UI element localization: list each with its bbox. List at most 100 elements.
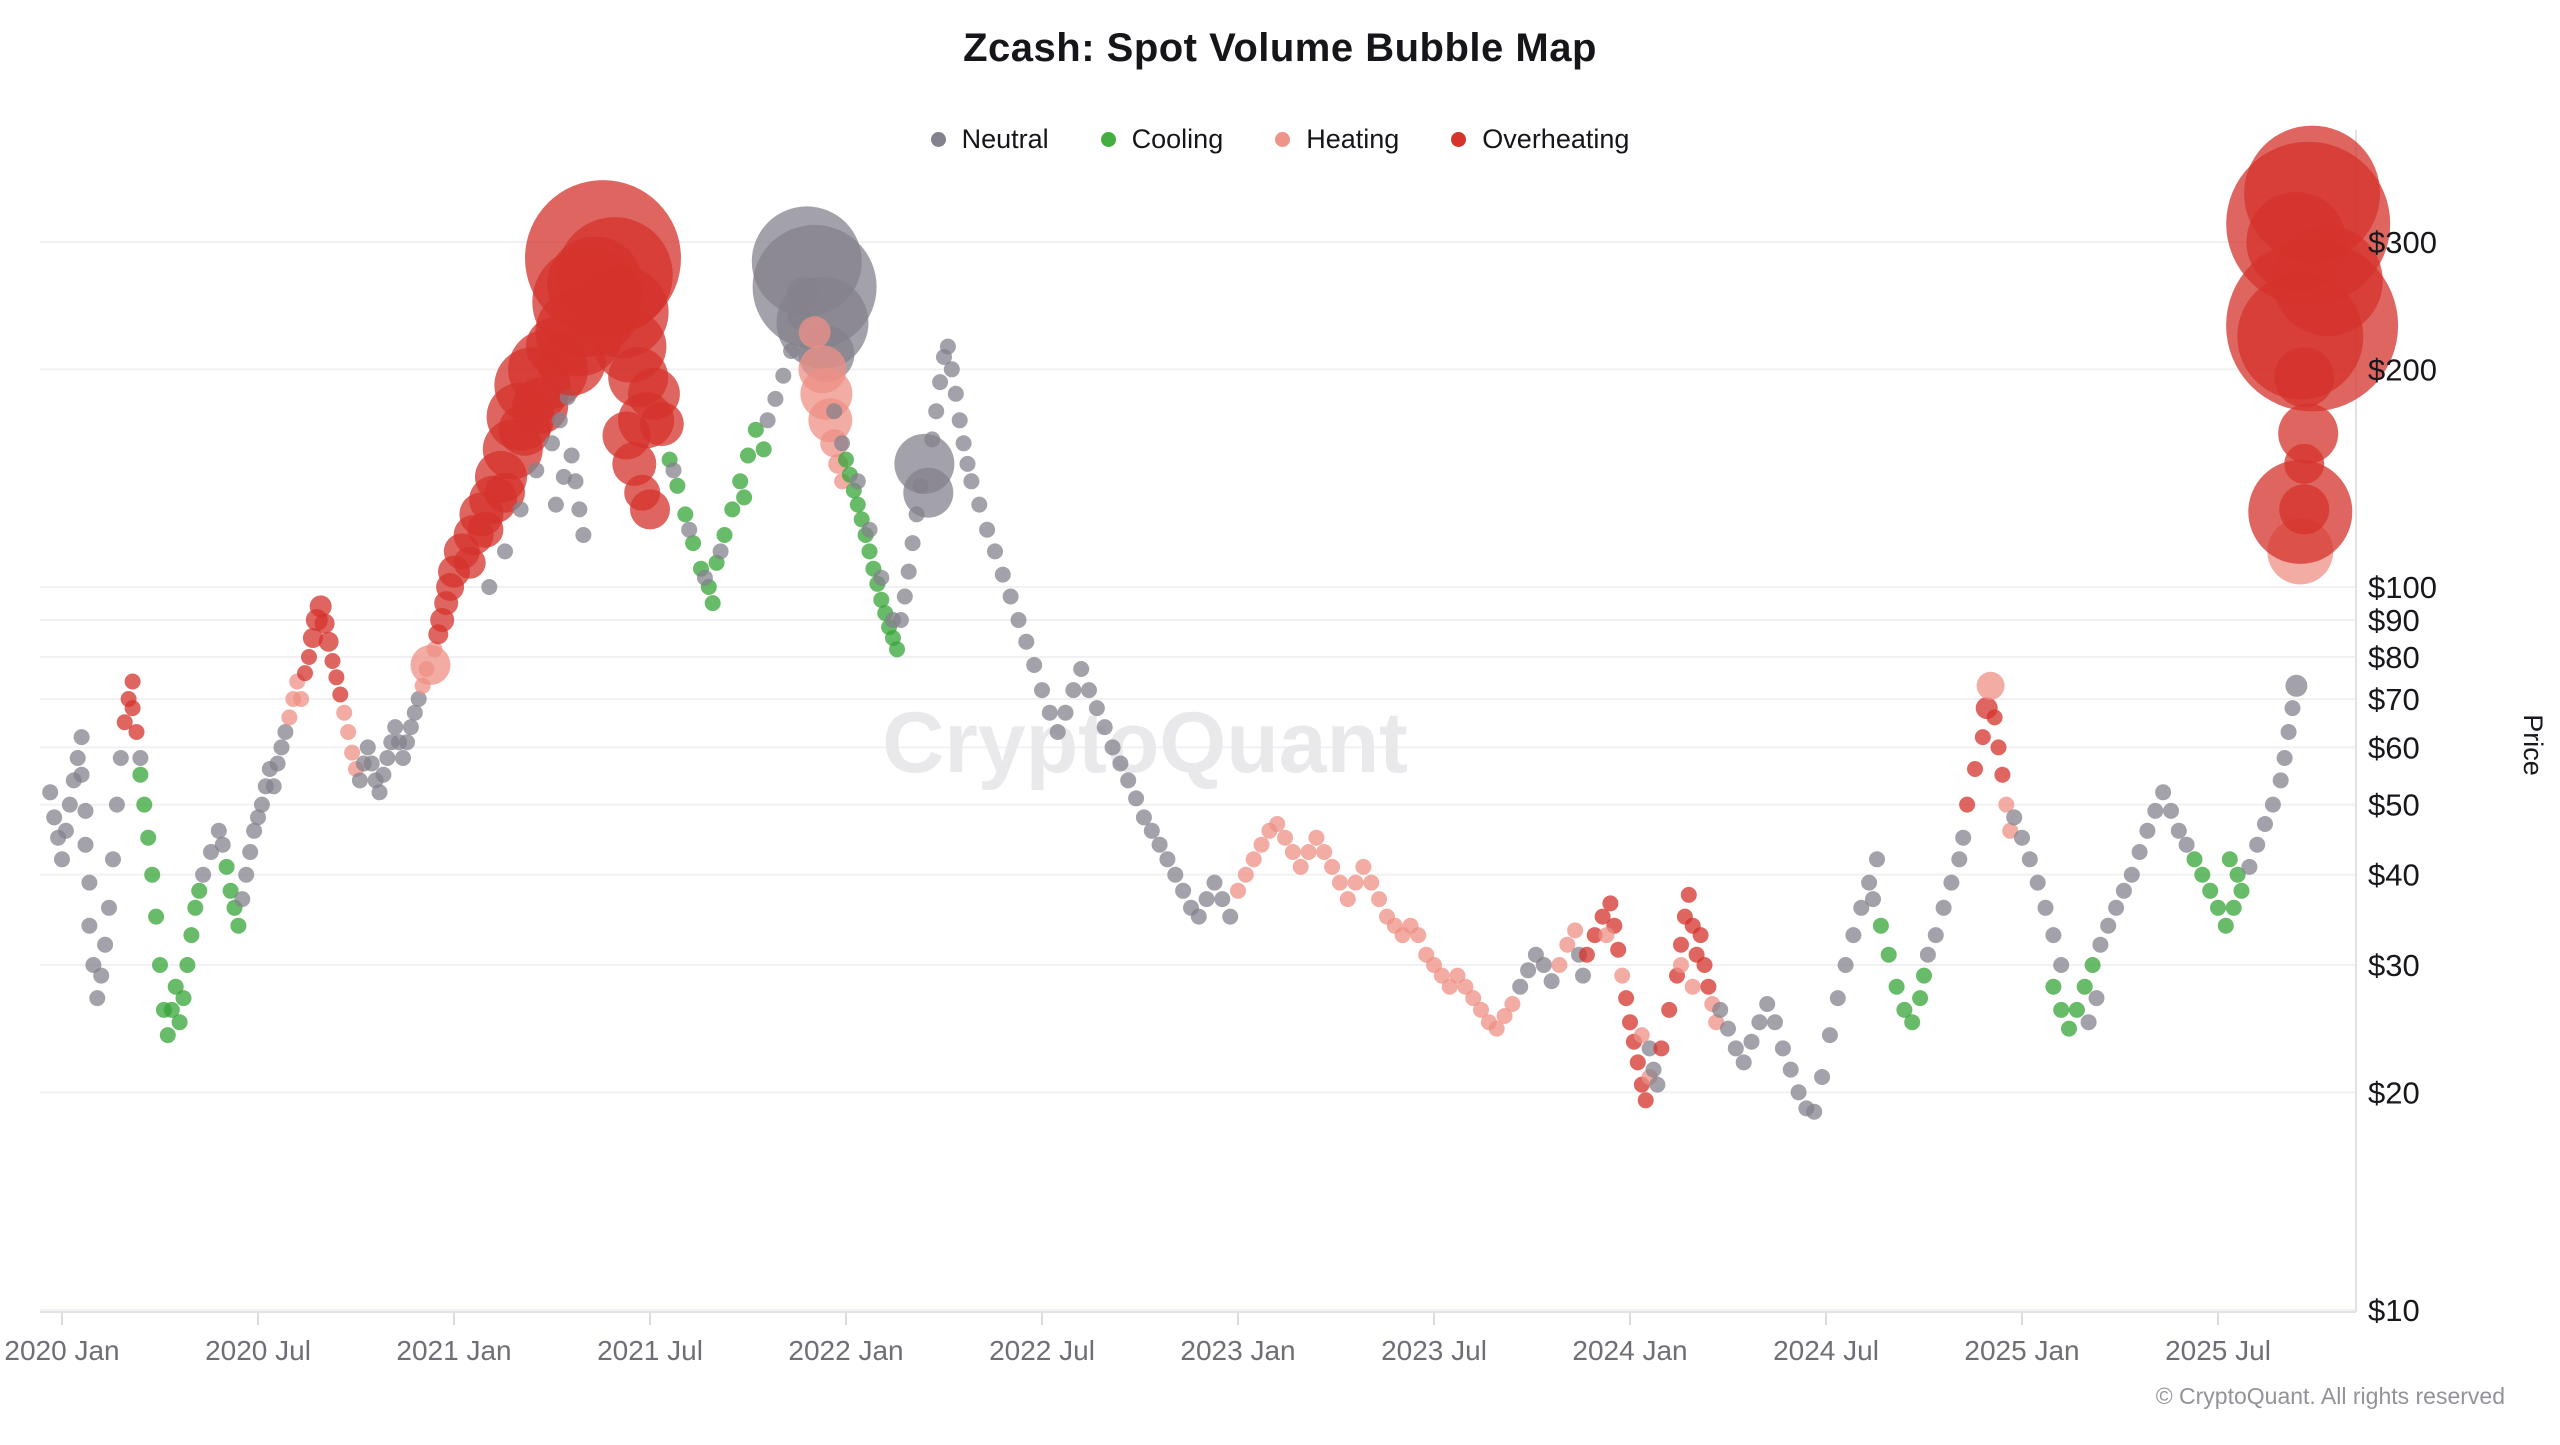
data-point-neutral <box>963 473 980 490</box>
data-point-heating <box>1433 967 1450 984</box>
legend-item-cooling[interactable]: Cooling <box>1100 124 1223 155</box>
data-point-neutral <box>892 612 909 628</box>
data-point-heating <box>1371 891 1388 908</box>
data-point-neutral <box>2170 822 2187 839</box>
data-point-neutral <box>947 385 964 402</box>
data-point-heating <box>1277 829 1293 846</box>
data-point-overheating <box>453 546 486 579</box>
data-point-neutral <box>547 496 564 513</box>
data-point-cooling <box>1912 990 1929 1007</box>
data-point-cooling <box>2068 1001 2085 1018</box>
data-point-cooling <box>889 641 905 658</box>
data-point-neutral <box>1649 1076 1666 1093</box>
legend-dot-icon <box>1275 132 1291 147</box>
data-point-cooling <box>1916 967 1932 984</box>
data-point-neutral <box>371 784 388 801</box>
data-point-neutral <box>1198 891 1215 908</box>
data-point-heating <box>1673 957 1689 973</box>
data-point-neutral <box>924 431 941 448</box>
data-point-neutral <box>2264 796 2281 813</box>
data-point-neutral <box>1073 661 1090 677</box>
data-point-neutral <box>1955 829 1972 846</box>
data-point-neutral <box>359 739 376 756</box>
data-point-neutral <box>1159 851 1176 868</box>
data-point-neutral <box>544 435 560 452</box>
data-point-neutral <box>46 809 63 826</box>
data-point-cooling <box>136 796 153 813</box>
y-axis-tick-label: $90 <box>2368 603 2420 638</box>
data-point-cooling <box>218 858 235 875</box>
data-point-neutral <box>81 874 98 891</box>
data-point-neutral <box>277 724 294 740</box>
data-point-neutral <box>2241 858 2258 875</box>
data-point-neutral <box>210 822 227 839</box>
data-point-neutral <box>759 412 776 429</box>
data-point-cooling <box>755 441 772 458</box>
data-point-cooling <box>2045 978 2062 995</box>
data-point-neutral <box>77 836 94 853</box>
legend-item-label: Neutral <box>961 124 1049 154</box>
data-point-neutral <box>1814 1069 1831 1085</box>
data-point-cooling <box>230 917 247 934</box>
data-point-neutral <box>1845 927 1862 944</box>
data-point-heating <box>1292 858 1309 875</box>
data-point-neutral <box>253 796 270 813</box>
data-point-cooling <box>724 501 741 518</box>
data-point-neutral <box>2092 936 2109 953</box>
data-point-cooling <box>1888 978 1905 995</box>
x-axis-tick-label: 2023 Jul <box>1381 1335 1487 1366</box>
data-point-neutral <box>2080 1014 2097 1031</box>
data-point-neutral <box>2272 772 2289 789</box>
data-point-overheating <box>314 613 335 634</box>
data-point-neutral <box>2115 882 2132 899</box>
data-point-neutral <box>214 836 231 853</box>
data-point-overheating <box>318 631 339 652</box>
data-point-neutral <box>528 462 545 479</box>
data-point-neutral <box>861 521 878 538</box>
data-point-cooling <box>148 908 165 925</box>
data-point-cooling <box>747 421 764 438</box>
data-point-overheating <box>1959 796 1976 813</box>
y-axis-title: Price <box>2518 714 2548 776</box>
data-point-neutral <box>1096 719 1113 736</box>
data-point-neutral <box>1135 809 1152 826</box>
data-point-neutral <box>1712 1001 1729 1018</box>
legend-item-neutral[interactable]: Neutral <box>930 124 1049 155</box>
data-point-heating <box>1976 671 2005 700</box>
data-point-heating <box>281 709 298 726</box>
data-point-neutral <box>1829 990 1846 1007</box>
data-point-overheating <box>128 724 145 740</box>
data-point-neutral <box>402 719 419 736</box>
data-point-heating <box>426 641 443 658</box>
data-point-neutral <box>1735 1054 1752 1071</box>
x-axis-tick-label: 2021 Jul <box>597 1335 703 1366</box>
data-point-overheating <box>297 665 313 682</box>
data-point-heating <box>1551 957 1568 973</box>
data-point-overheating <box>1602 895 1619 912</box>
data-point-neutral <box>2006 809 2023 826</box>
data-point-neutral <box>69 750 86 766</box>
data-point-overheating <box>2244 125 2381 262</box>
data-point-neutral <box>497 543 513 560</box>
data-point-neutral <box>1919 946 1936 963</box>
data-point-neutral <box>2257 816 2273 832</box>
data-point-overheating <box>1661 1001 1678 1018</box>
data-point-neutral <box>575 527 592 543</box>
data-point-neutral <box>904 535 921 552</box>
data-point-heating <box>1504 996 1521 1012</box>
data-point-cooling <box>152 957 168 973</box>
data-point-cooling <box>159 1027 176 1044</box>
data-point-neutral <box>900 563 917 580</box>
data-point-neutral <box>1743 1033 1760 1050</box>
data-point-neutral <box>2108 899 2125 916</box>
data-point-heating <box>1324 858 1341 875</box>
data-point-neutral <box>2021 851 2038 868</box>
data-point-neutral <box>54 851 70 868</box>
data-point-neutral <box>2088 990 2105 1007</box>
data-point-neutral <box>1512 978 1529 995</box>
legend-item-overheating[interactable]: Overheating <box>1451 124 1629 155</box>
legend-item-heating[interactable]: Heating <box>1275 124 1399 155</box>
data-point-cooling <box>179 957 196 973</box>
